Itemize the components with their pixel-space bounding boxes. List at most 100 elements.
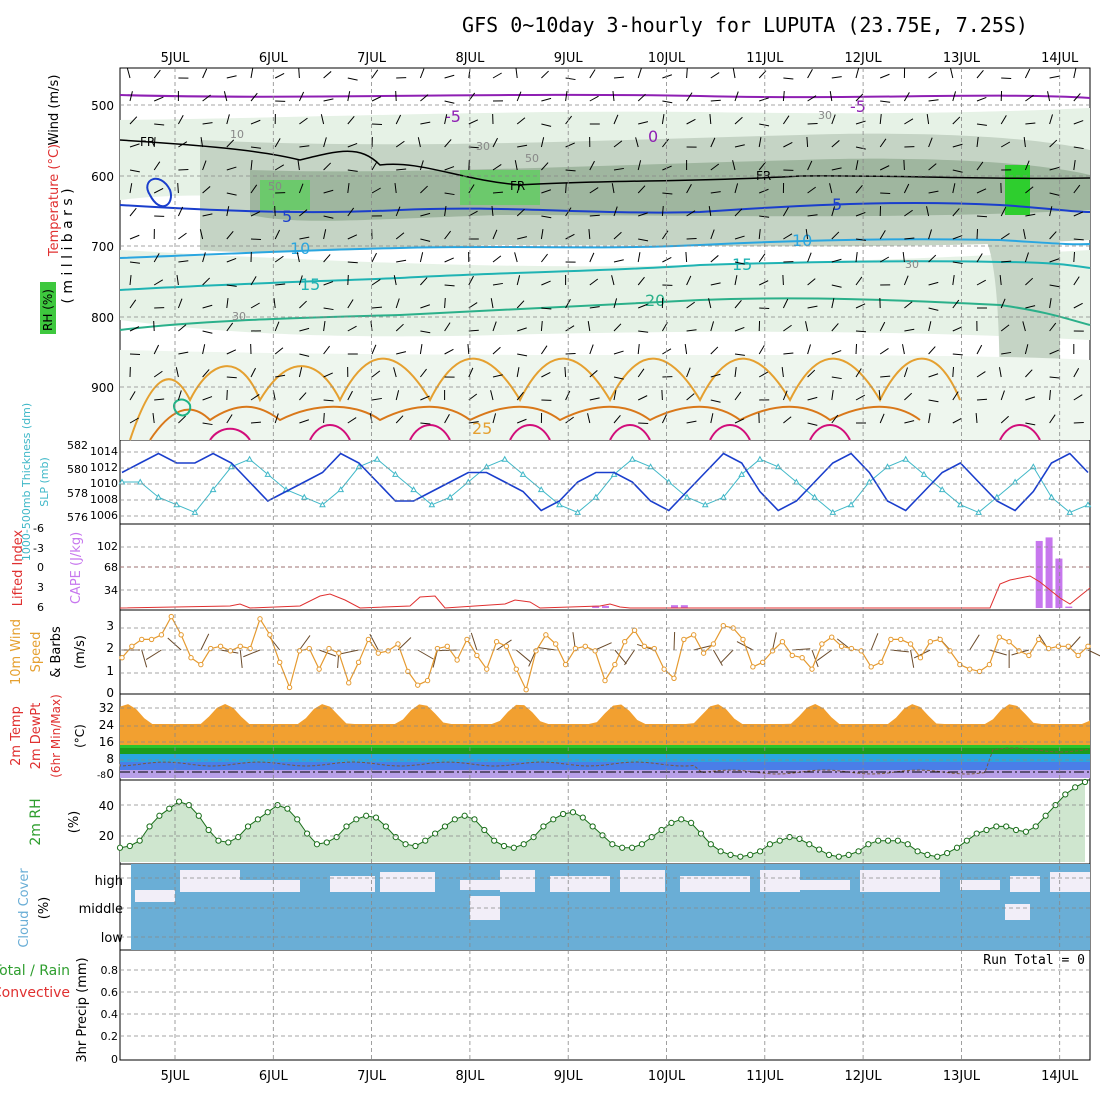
tick-label: 0 [37,561,44,574]
wind10-point [987,662,991,666]
wind10-point [386,649,390,653]
wind10-point [632,628,636,632]
tick-label: 0.4 [101,1008,119,1021]
cloud-clear-patch [380,872,435,892]
wind10-barb [168,638,181,650]
wind10-unit: (m/s) [73,635,88,669]
contour-label: 30 [476,140,490,153]
rh-point [836,854,841,859]
wind10-point [672,676,676,680]
rh-ticks: 40 20 [99,799,114,843]
rh-point [452,817,457,822]
contour-label: 50 [268,180,282,193]
wind10-ylabel2: Speed [29,632,44,673]
wind10-point [416,683,420,687]
rh-unit: (%) [67,811,82,834]
wind10-point [997,635,1001,639]
upper-ylabel-temp: Temperature (°C) [47,144,62,257]
tick-label: 1012 [90,461,118,474]
wind10-barb [516,650,530,662]
wind10-point [603,678,607,682]
wind-barb [590,215,600,216]
cape-ylabel: CAPE (J/kg) [69,532,84,604]
wind10-point [366,637,370,641]
rh-point [679,817,684,822]
wind10-point [149,637,153,641]
rh-point [1043,813,1048,818]
wind10-point [445,644,449,648]
rh-point [777,838,782,843]
rh-point [954,845,959,850]
date-label-top: 11JUL [746,51,784,66]
rh-point [373,815,378,820]
wind10-point [534,649,538,653]
wind-barb [227,390,228,400]
wind10-barb [721,650,734,663]
cape-ticks-right: 102 68 34 [97,540,118,597]
cloud-clear-patch [180,870,240,892]
date-label-bottom: 5JUL [161,1069,191,1084]
rh-point [196,813,201,818]
wind-barb [1001,78,1011,79]
upper-y-ticks: 500 600 700 800 900 [91,99,114,395]
wind10-point [780,640,784,644]
wind10-point [228,649,232,653]
temp-ticks: 32 24 16 8 0 -8 [97,701,114,781]
rh-point [147,824,152,829]
cloud-clear-patch [135,890,175,902]
wind10-point [623,640,627,644]
wind10-point [583,644,587,648]
wind10-point [287,685,291,689]
rh-point [176,799,181,804]
wind10-point [169,614,173,618]
rh-point [1004,824,1009,829]
wind-barb [1074,252,1075,262]
tick-label: 0 [111,1053,118,1066]
rh-point [521,842,526,847]
rh-point [620,845,625,850]
wind10-barb [595,643,611,650]
tick-label: 68 [104,561,118,574]
cloud-ylabel: Cloud Cover [17,868,32,948]
tick-label: 24 [99,718,114,732]
wind10-point [347,681,351,685]
tick-label: 6 [37,601,44,614]
wind10-point [869,665,873,669]
wind10-barb [674,632,675,650]
precip-label-total: Total / Rain [0,963,70,979]
cape-bar [1055,559,1062,608]
rh-point [826,852,831,857]
rh-point [629,845,634,850]
chart-title: GFS 0~10day 3-hourly for LUPUTA (23.75E,… [462,13,1028,37]
rh-point [945,851,950,856]
rh-point [216,838,221,843]
wind10-point [199,662,203,666]
wind10-point [938,637,942,641]
contour-label: 5 [282,207,292,226]
wind-barb [469,160,470,170]
rh-point [226,840,231,845]
rh-point [462,813,467,818]
wind10-point [879,660,883,664]
wind10-point [820,642,824,646]
rh-point [807,842,812,847]
rh-point [984,827,989,832]
wind10-point [189,656,193,660]
li-series [120,576,1090,608]
wind10-point [1076,653,1080,657]
wind10-barb [439,650,457,651]
tick-label: 2 [106,641,114,655]
wind10-barb [989,650,1006,655]
wind-barb [1074,422,1084,423]
rh-point [295,817,300,822]
temp-ylabel2: 2m DewPt [29,703,44,770]
date-label-bottom: 12JUL [845,1069,883,1084]
wind10-point [120,656,124,660]
tick-label: 1014 [90,445,118,458]
run-total: Run Total = 0 [983,953,1085,968]
rh-point [1082,779,1087,784]
contour-label: 30 [818,109,832,122]
wind10-ylabel1: 10m Wind [9,619,24,685]
wind10-point [130,644,134,648]
